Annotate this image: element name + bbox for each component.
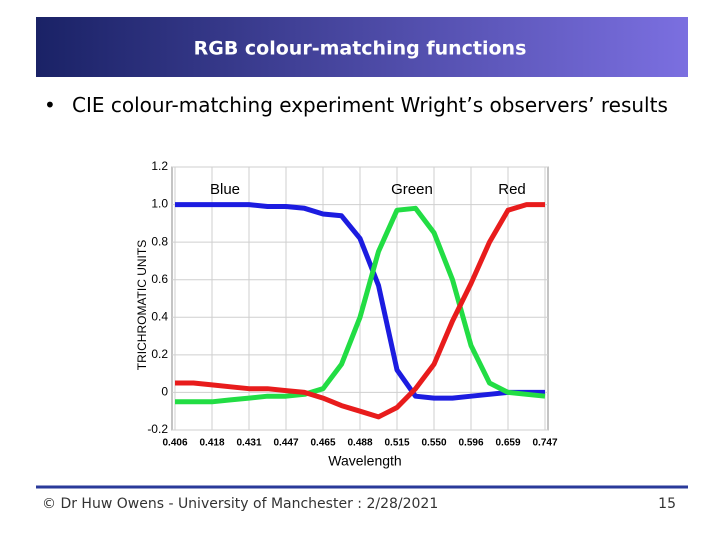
page-number: 15 [658,496,676,512]
series-line [175,202,545,420]
y-tick-label: 1.2 [151,159,168,173]
x-tick-label: 0.515 [384,438,409,449]
x-tick-label: 0.431 [236,438,261,449]
series-line [175,202,545,401]
series-label: Red [498,181,526,198]
x-tick-label: 0.659 [495,438,520,449]
y-tick-label: 0.4 [151,309,168,323]
slide-title: RGB colour-matching functions [194,38,527,60]
footer-text: © Dr Huw Owens - University of Mancheste… [42,496,438,512]
series-line [175,205,546,405]
x-tick-label: 0.406 [162,438,187,449]
x-tick-label: 0.488 [347,438,372,449]
series-label: Blue [210,181,240,198]
x-tick-label: 0.465 [310,438,335,449]
x-tick-label: 0.418 [199,438,224,449]
x-tick-label: 0.550 [421,438,446,449]
bullet-dot: • [44,93,56,117]
y-axis-label: TRICHROMATIC UNITS [135,240,149,370]
y-tick-label: 1.0 [151,197,168,211]
y-tick-label: -0.2 [147,422,168,436]
bullet-text: CIE colour-matching experiment Wright’s … [72,93,668,117]
y-tick-label: 0.6 [151,272,168,286]
y-tick-label: 0.2 [151,347,168,361]
y-tick-label: 0 [161,385,168,399]
x-tick-label: 0.596 [458,438,483,449]
y-tick-label: 0.8 [151,234,168,248]
x-axis-label: Wavelength [328,453,401,469]
series-label: Green [391,181,433,198]
x-tick-label: 0.447 [273,438,298,449]
header-bar [36,17,688,77]
x-tick-label: 0.747 [532,438,557,449]
